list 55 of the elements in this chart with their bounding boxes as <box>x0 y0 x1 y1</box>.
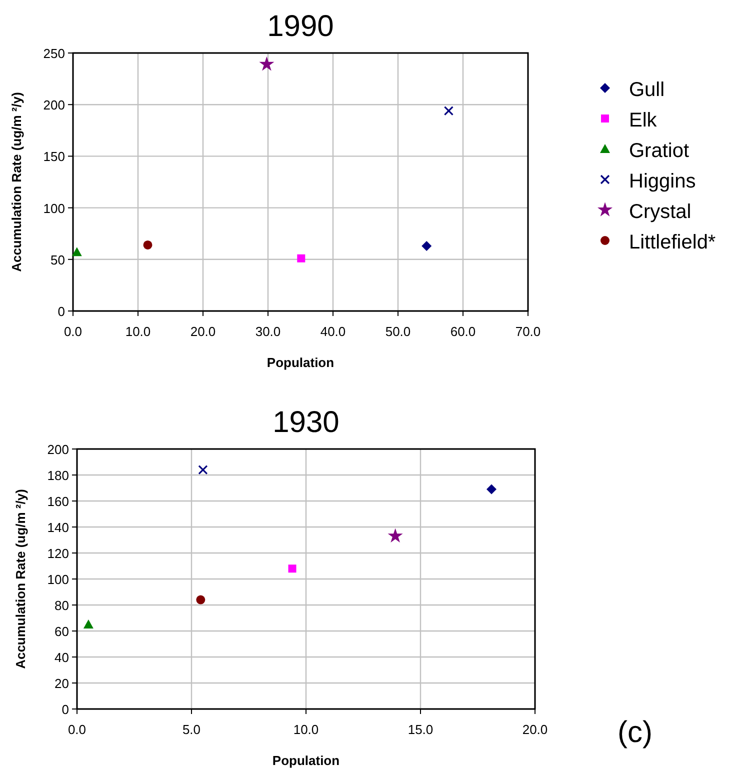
x-tick-label: 10.0 <box>125 324 151 339</box>
point <box>196 595 206 604</box>
y-tick-label: 160 <box>47 494 69 509</box>
point <box>83 620 94 628</box>
x-tick-label: 20.0 <box>522 722 548 737</box>
y-tick-label: 200 <box>47 442 69 457</box>
point <box>444 106 454 116</box>
y-tick-label: 120 <box>47 546 69 561</box>
y-tick-label: 50 <box>50 252 65 268</box>
point <box>297 254 306 262</box>
y-tick-label: 180 <box>47 468 69 483</box>
y-tick-label: 40 <box>54 650 69 665</box>
y-tick-label: 60 <box>54 624 69 639</box>
legend-label: Littlefield* <box>629 232 716 254</box>
y-axis-title: Accumulation Rate (ug/m ²/y) <box>9 92 24 272</box>
x-tick-label: 10.0 <box>293 722 319 737</box>
x-tick-label: 0.0 <box>64 324 82 339</box>
y-tick-label: 150 <box>43 149 65 164</box>
legend-label: Crystal <box>629 201 692 223</box>
y-tick-label: 80 <box>54 598 69 613</box>
y-tick-label: 0 <box>62 702 69 717</box>
x-tick-label: 5.0 <box>182 722 201 737</box>
point <box>143 240 152 250</box>
legend-label: Gull <box>629 79 665 101</box>
x-axis-title: Population <box>272 753 340 768</box>
x-tick-label: 40.0 <box>320 324 346 339</box>
x-tick-label: 0.0 <box>68 722 86 737</box>
chart-title: 1930 <box>272 406 340 439</box>
y-axis-title: Accumulation Rate (ug/m ²/y) <box>13 489 28 669</box>
x-tick-label: 60.0 <box>450 324 476 339</box>
point <box>388 528 403 542</box>
chart-title: 1990 <box>267 10 334 43</box>
point <box>288 564 296 573</box>
point <box>259 56 274 71</box>
y-tick-label: 200 <box>43 98 65 113</box>
text: (c) <box>618 716 652 749</box>
x-tick-label: 50.0 <box>385 324 411 339</box>
legend-label: Higgins <box>629 170 696 192</box>
x-tick-label: 70.0 <box>515 324 541 339</box>
y-tick-label: 250 <box>43 46 65 61</box>
x-tick-label: 30.0 <box>255 324 281 339</box>
y-tick-label: 20 <box>54 676 69 691</box>
x-tick-label: 20.0 <box>190 324 216 339</box>
y-tick-label: 100 <box>43 200 65 216</box>
point <box>72 247 82 256</box>
point <box>422 240 432 251</box>
point <box>486 484 496 494</box>
x-tick-label: 15.0 <box>408 722 434 737</box>
y-tick-label: 0 <box>58 304 65 319</box>
y-tick-label: 140 <box>47 520 69 535</box>
legend-label: Elk <box>629 110 658 132</box>
x-axis-title: Population <box>266 355 334 370</box>
point <box>198 465 208 475</box>
y-tick-label: 100 <box>47 572 69 587</box>
legend-label: Gratiot <box>629 140 690 162</box>
